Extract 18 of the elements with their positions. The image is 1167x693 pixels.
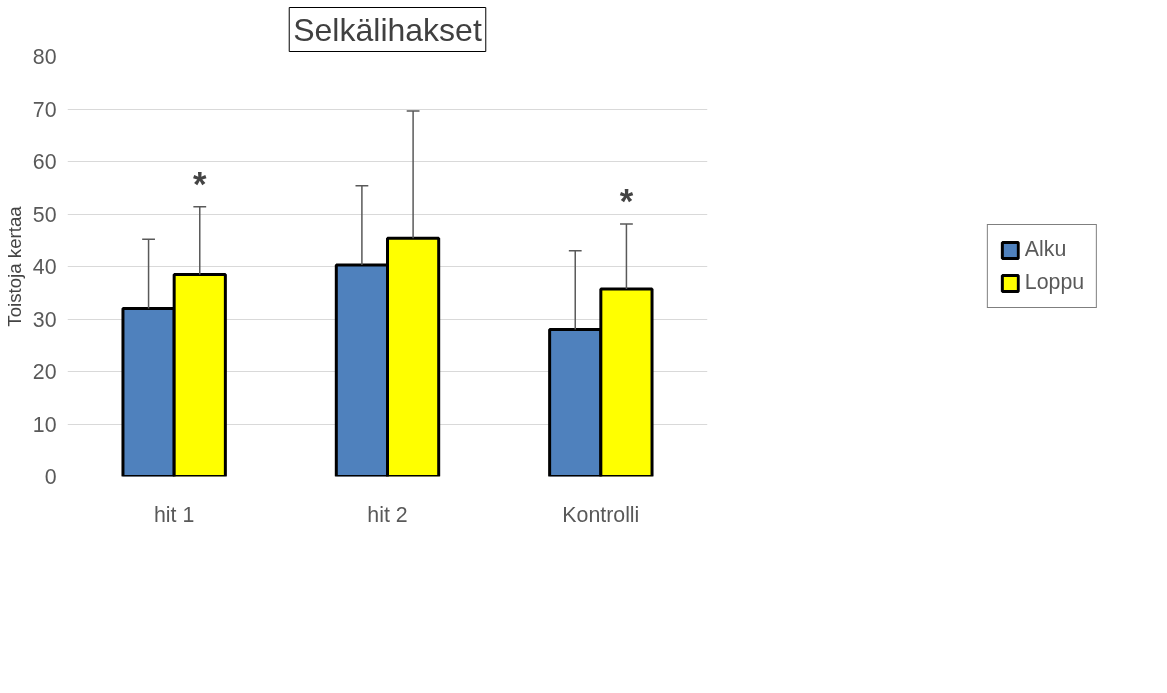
y-axis-title: Toistoja kertaa [3, 205, 25, 327]
y-tick-label: 50 [32, 202, 57, 227]
y-tick-label: 0 [44, 465, 57, 489]
legend-label: Alku [1024, 237, 1067, 262]
chart-title: Selkälihakset [293, 11, 482, 48]
x-tick-label: hit 2 [367, 502, 408, 527]
y-tick-label: 20 [32, 360, 57, 384]
y-tick-label: 80 [32, 45, 57, 69]
y-tick-label: 10 [32, 412, 57, 437]
legend-label: Loppu [1024, 270, 1085, 295]
data-label: * [619, 181, 634, 220]
y-tick-label: 60 [32, 150, 57, 174]
y-tick-label: 40 [32, 255, 57, 279]
x-tick-label: Kontrolli [562, 502, 640, 527]
data-label: * [193, 164, 208, 203]
y-tick-label: 70 [32, 97, 57, 122]
y-tick-label: 30 [32, 307, 57, 332]
x-tick-label: hit 1 [154, 502, 195, 527]
